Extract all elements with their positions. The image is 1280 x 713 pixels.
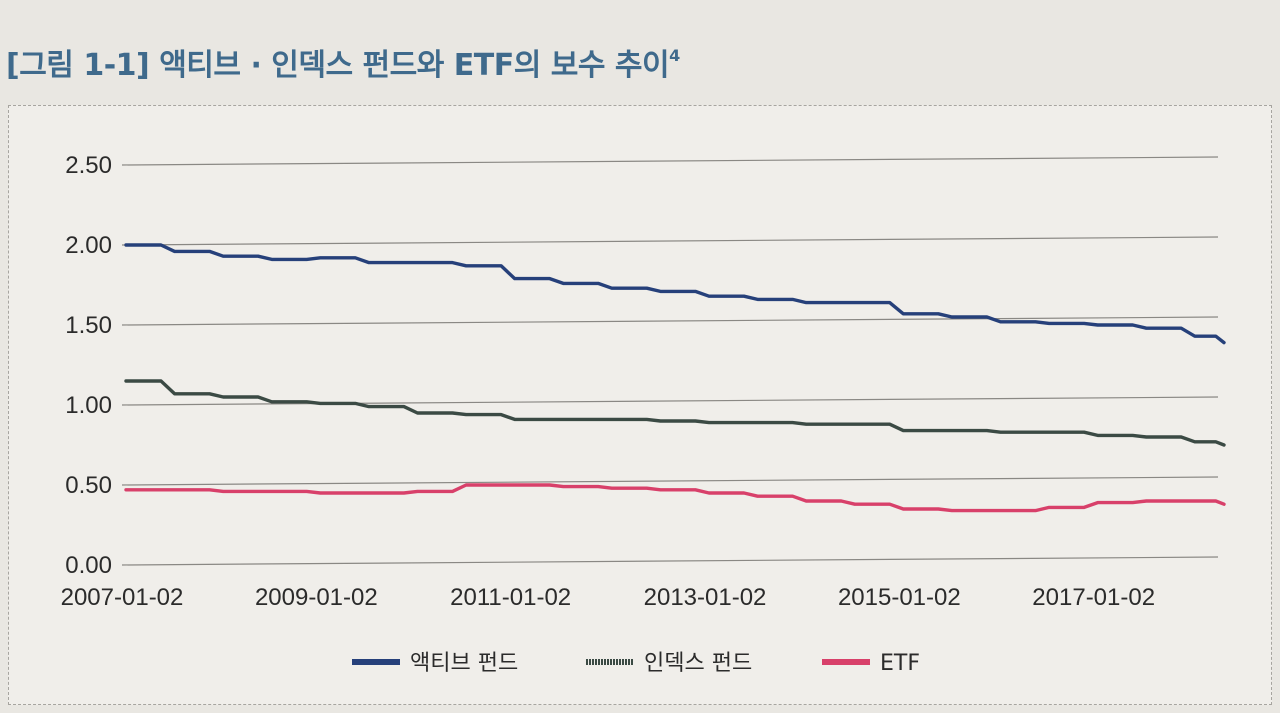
legend-label-1: 액티브 펀드: [410, 651, 518, 676]
y-tick-label: 2.50: [65, 152, 112, 179]
x-tick-label: 2013-01-02: [644, 584, 767, 611]
y-tick-label: 2.00: [65, 232, 112, 259]
x-tick-label: 2015-01-02: [838, 584, 961, 611]
legend-label-3: ETF: [880, 651, 920, 676]
y-tick-label: 1.50: [65, 312, 112, 339]
x-tick-label: 2007-01-02: [61, 584, 184, 611]
y-tick-label: 1.00: [65, 392, 112, 419]
figure-title: [그림 1-1] 액티브 · 인덱스 펀드와 ETF의 보수 추이4: [6, 40, 680, 84]
series-line-3: [124, 483, 1226, 513]
grid-line: [121, 316, 1219, 326]
x-axis-ticks: 2007-01-02 2009-01-02 2011-01-02 2013-01-02…: [61, 584, 1155, 611]
series-lines: [124, 243, 1226, 513]
figure-title-text: [그림 1-1] 액티브 · 인덱스 펀드와 ETF의 보수 추이: [6, 48, 670, 83]
grid-line: [121, 156, 1219, 166]
grid-line: [121, 396, 1219, 406]
series-line-1: [124, 243, 1226, 345]
y-axis-ticks: 0.00 0.50 1.00 1.50 2.00 2.50: [65, 152, 112, 579]
grid-line: [121, 556, 1219, 566]
x-tick-label: 2011-01-02: [450, 584, 571, 611]
x-tick-label: 2009-01-02: [255, 584, 378, 611]
x-tick-label: 2017-01-02: [1032, 584, 1155, 611]
footnote-mark: 4: [669, 46, 680, 65]
grid-line: [121, 236, 1219, 246]
series-line-2: [124, 379, 1226, 447]
chart-panel: [8, 105, 1272, 705]
legend-label-2: 인덱스 펀드: [644, 651, 752, 676]
grid-line: [121, 476, 1219, 486]
legend: 액티브 펀드 인덱스 펀드 ETF: [352, 651, 920, 676]
y-tick-label: 0.50: [65, 472, 112, 499]
grid-lines: [121, 156, 1219, 566]
y-tick-label: 0.00: [65, 552, 112, 579]
